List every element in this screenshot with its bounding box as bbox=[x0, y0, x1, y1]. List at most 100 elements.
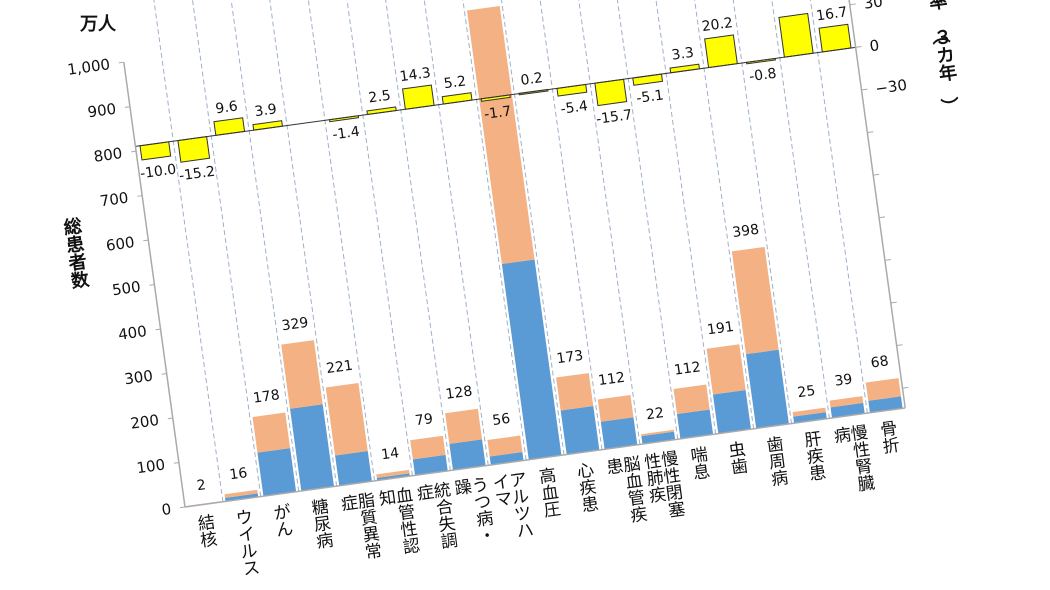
bar-segment-orange bbox=[641, 429, 675, 437]
total-data-label: 221 bbox=[325, 358, 354, 377]
bar-segment-orange bbox=[252, 412, 291, 453]
bar-segment-blue bbox=[489, 451, 524, 465]
total-data-label: 112 bbox=[673, 359, 702, 378]
bar-segment-blue bbox=[449, 439, 486, 471]
bar-segment-orange bbox=[865, 378, 901, 401]
total-data-label: 178 bbox=[252, 387, 281, 406]
rate-data-label: -0.8 bbox=[748, 66, 777, 86]
y2-axis-line bbox=[824, 0, 906, 409]
total-data-label: 173 bbox=[556, 348, 585, 367]
rate-data-label: 3.3 bbox=[671, 45, 695, 64]
category-label: 結核 bbox=[197, 513, 219, 552]
category-label: 喘息 bbox=[690, 445, 712, 484]
bar-segment-blue bbox=[290, 404, 335, 492]
category-label: 骨折 bbox=[879, 419, 901, 458]
y-tick bbox=[161, 373, 167, 375]
category-label: 慢性閉塞性肺疾 bbox=[643, 448, 686, 524]
y2-tick bbox=[878, 216, 886, 219]
bar-segment-orange bbox=[325, 382, 368, 456]
category-label: 統合失調症 bbox=[416, 480, 459, 555]
y2-tick bbox=[855, 46, 862, 48]
y-tick-label: 800 bbox=[93, 144, 124, 166]
y2-tick bbox=[861, 88, 868, 91]
bar-segment-blue bbox=[868, 396, 903, 413]
rate-bar bbox=[594, 78, 628, 107]
y-tick-label: 900 bbox=[86, 100, 117, 122]
rate-data-label: 2.5 bbox=[368, 88, 392, 107]
y2-tick bbox=[890, 301, 897, 304]
bar-segment-blue bbox=[412, 454, 448, 476]
bar-segment-blue bbox=[257, 448, 297, 497]
grid-separator bbox=[635, 0, 717, 435]
grid-separator bbox=[294, 0, 376, 482]
grid-separator bbox=[256, 0, 338, 487]
y-axis-line bbox=[123, 62, 186, 508]
y2-tick bbox=[902, 386, 909, 389]
rate-data-label: 16.7 bbox=[815, 4, 848, 24]
x-axis-line bbox=[184, 407, 906, 508]
y-tick-label: 200 bbox=[129, 411, 160, 433]
rate-bar bbox=[139, 141, 172, 161]
rate-data-label: -5.4 bbox=[560, 98, 589, 118]
total-data-label: 56 bbox=[491, 411, 511, 429]
rate-bar bbox=[704, 34, 738, 69]
bar-segment-orange bbox=[829, 396, 864, 408]
bar-segment-blue bbox=[676, 409, 714, 439]
bar-segment-blue bbox=[501, 259, 562, 460]
gridlines bbox=[142, 0, 868, 502]
y-tick bbox=[118, 61, 124, 64]
y-tick-label: 500 bbox=[111, 278, 142, 300]
bar-segment-orange bbox=[224, 489, 258, 498]
rate-bar bbox=[669, 63, 700, 74]
bar-segment-orange bbox=[281, 340, 323, 409]
y2-tick bbox=[884, 259, 891, 261]
total-data-label: 191 bbox=[706, 319, 735, 338]
y2-tick bbox=[849, 3, 856, 6]
grid-separator bbox=[218, 0, 300, 492]
y-tick-label: 700 bbox=[99, 189, 130, 211]
y-tick-label: 100 bbox=[135, 456, 166, 478]
grid-separator bbox=[407, 0, 489, 466]
bar-segment-orange bbox=[556, 373, 594, 411]
y-tick bbox=[179, 506, 186, 509]
y-tick-label: 400 bbox=[117, 322, 148, 344]
category-label: アルツハイマ bbox=[492, 470, 535, 545]
total-data-label: 25 bbox=[797, 383, 817, 401]
bar-segment-blue bbox=[641, 431, 676, 445]
category-label: がん bbox=[273, 502, 295, 541]
bar-segment-blue bbox=[560, 405, 600, 455]
category-label: 血管性認知 bbox=[378, 485, 421, 560]
category-label: 脂質異常症 bbox=[340, 491, 383, 566]
y-tick bbox=[173, 462, 179, 464]
rate-data-label: 9.6 bbox=[215, 98, 239, 117]
bar-segment-blue bbox=[712, 390, 751, 434]
rate-bar bbox=[177, 136, 211, 163]
y-axis-unit: 万人 bbox=[80, 14, 116, 35]
category-label: 糖尿病 bbox=[311, 497, 335, 553]
total-data-label: 39 bbox=[834, 371, 854, 389]
grid-separator bbox=[711, 0, 792, 424]
category-label: 歯周病 bbox=[765, 434, 789, 490]
rate-data-label: -15.2 bbox=[178, 164, 216, 185]
bar-segment-blue bbox=[793, 412, 827, 424]
bar-segment-orange bbox=[410, 435, 446, 460]
rate-zero-line bbox=[135, 46, 856, 147]
y-tick-label: 0 bbox=[160, 500, 172, 519]
y-tick-label: 300 bbox=[123, 367, 154, 389]
rate-data-label: 20.2 bbox=[701, 15, 734, 35]
bar-segment-blue bbox=[335, 451, 372, 486]
total-data-label: 14 bbox=[380, 445, 400, 463]
bar-segment-blue bbox=[225, 493, 259, 502]
rate-data-label: -1.4 bbox=[331, 124, 360, 144]
bar-segment-orange bbox=[792, 407, 826, 417]
y2-tick-label: 30 bbox=[863, 0, 884, 13]
category-label: 心疾患 bbox=[576, 460, 600, 516]
bar-segment-orange bbox=[706, 344, 746, 395]
bar-segment-orange bbox=[445, 408, 483, 444]
bar-segment-blue bbox=[745, 349, 789, 429]
category-label: 脳血管疾患 bbox=[605, 454, 648, 529]
grid-separator bbox=[786, 0, 868, 414]
category-label: 虫歯 bbox=[728, 440, 750, 479]
rate-bar bbox=[818, 23, 852, 53]
